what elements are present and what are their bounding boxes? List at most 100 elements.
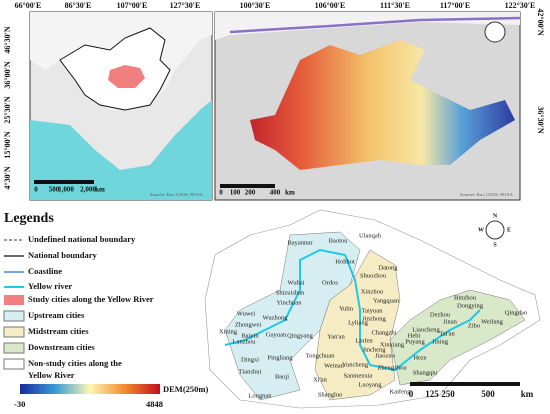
label: Yuncheng bbox=[342, 361, 369, 368]
label: 1,000 bbox=[58, 186, 74, 194]
label: Wuzhong bbox=[262, 314, 288, 321]
label: 106°00′E bbox=[315, 1, 346, 10]
label: Hohhot bbox=[335, 258, 355, 265]
label: 100 bbox=[230, 189, 241, 197]
label: Jiaozuo bbox=[375, 352, 395, 359]
label: Dezhou bbox=[430, 311, 451, 318]
label: Jinan bbox=[443, 318, 457, 325]
label: Kaifeng bbox=[390, 388, 412, 395]
label: 0 bbox=[219, 189, 223, 197]
label: Yellow river bbox=[28, 281, 72, 291]
label: Qingdao bbox=[505, 309, 527, 316]
label: Zhengzhou bbox=[377, 364, 407, 371]
label: 500 bbox=[481, 389, 495, 399]
label: Jinzhong bbox=[362, 315, 386, 322]
label: Shangluo bbox=[318, 391, 343, 398]
scale-bar bbox=[220, 184, 275, 188]
compass bbox=[484, 21, 506, 43]
label: km bbox=[285, 189, 295, 197]
label: Bayannur bbox=[287, 239, 313, 246]
label: 36°30′N bbox=[536, 106, 545, 133]
label: National boundary bbox=[28, 250, 97, 260]
label: Wuhai bbox=[287, 279, 304, 286]
label: Yan'an bbox=[327, 333, 345, 340]
label: Yangquan bbox=[373, 297, 400, 304]
label: N bbox=[493, 213, 498, 219]
label: Zibo bbox=[468, 322, 480, 329]
label: Undefined national boundary bbox=[28, 234, 136, 244]
label: Linfen bbox=[355, 337, 373, 344]
scale-bar bbox=[410, 382, 520, 386]
label: Shuozhou bbox=[360, 272, 387, 279]
label: Xi'an bbox=[313, 376, 328, 383]
label: Qingyang bbox=[287, 332, 313, 339]
legend-title: Legends bbox=[4, 211, 54, 226]
label: Heze bbox=[413, 354, 426, 361]
inset-map: Sources: Esri, USGS, NOAA bbox=[29, 11, 213, 201]
dem-map: Sources: Esri, USGS, NOAA bbox=[214, 11, 521, 201]
label: Baotou bbox=[329, 237, 349, 244]
legend: Legends DEM(250m) -30 4848 bbox=[4, 211, 208, 409]
dem-max: 4848 bbox=[146, 399, 163, 409]
label: Baoji bbox=[275, 373, 289, 380]
label: Tongchuan bbox=[306, 352, 336, 359]
label: 125 bbox=[425, 389, 439, 399]
label: Yulin bbox=[339, 305, 354, 312]
source: Sources: Esri, USGS, NOAA bbox=[460, 192, 514, 198]
label: 42°00′N bbox=[536, 8, 545, 35]
dem-colorbar bbox=[20, 384, 160, 394]
dem-min: -30 bbox=[14, 399, 25, 409]
yellow-river bbox=[224, 248, 481, 372]
label: 66°00′E bbox=[15, 1, 42, 10]
label: Ulanqab bbox=[359, 232, 381, 239]
label: Taiyuan bbox=[362, 307, 384, 314]
label: Coastline bbox=[28, 266, 62, 276]
label: Downstream cities bbox=[28, 342, 95, 352]
label: Ordos bbox=[322, 279, 338, 286]
label: Non-study cities along the Yellow River bbox=[28, 358, 122, 380]
label: 15°00′N bbox=[3, 131, 12, 158]
label: 107°00′E bbox=[117, 1, 148, 10]
downstream bbox=[389, 289, 526, 386]
label: Dongying bbox=[457, 302, 484, 309]
legend-symbol bbox=[3, 358, 25, 370]
label: Midstream cities bbox=[28, 326, 89, 336]
label: Sanmenxia bbox=[344, 372, 373, 379]
label: Xining bbox=[219, 328, 238, 335]
label: 2,000 bbox=[80, 186, 96, 194]
label: 250 bbox=[441, 389, 455, 399]
midstream bbox=[314, 249, 401, 401]
label: Xinzhou bbox=[361, 288, 384, 295]
label: Study cities along the Yellow River bbox=[28, 294, 154, 304]
label: Guyuan bbox=[266, 331, 287, 338]
label: Baiyin bbox=[241, 332, 259, 339]
label: Tianshui bbox=[239, 368, 262, 375]
legend-symbol bbox=[3, 326, 25, 338]
label: W bbox=[478, 227, 484, 233]
scale-bar bbox=[34, 180, 94, 184]
label: Luoyang bbox=[358, 381, 382, 388]
label: 122°30′E bbox=[505, 1, 536, 10]
label: 36°00′N bbox=[3, 61, 12, 88]
label: Wuwei bbox=[237, 310, 256, 317]
label: Lanzhou bbox=[233, 338, 256, 345]
label: Liaocheng bbox=[412, 326, 440, 333]
compass bbox=[485, 220, 505, 240]
label: Upstream cities bbox=[28, 310, 85, 320]
label: Changzhi bbox=[372, 329, 397, 336]
label: km bbox=[521, 389, 534, 399]
label: Longnan bbox=[248, 392, 272, 399]
label: 111°30′E bbox=[380, 1, 410, 10]
label: Datong bbox=[378, 264, 398, 271]
city-map bbox=[204, 209, 541, 409]
label: Puyang bbox=[405, 338, 425, 345]
study-area bbox=[108, 65, 145, 88]
label: 46°30′N bbox=[3, 26, 12, 53]
source: Sources: Esri, USGS, NOAA bbox=[150, 192, 204, 198]
legend-symbol bbox=[3, 342, 25, 354]
legend-text: Yellow River bbox=[28, 370, 75, 380]
legend-symbol bbox=[3, 310, 25, 322]
label: Shangqiu bbox=[413, 369, 438, 376]
label: Yinchuan bbox=[277, 299, 303, 306]
